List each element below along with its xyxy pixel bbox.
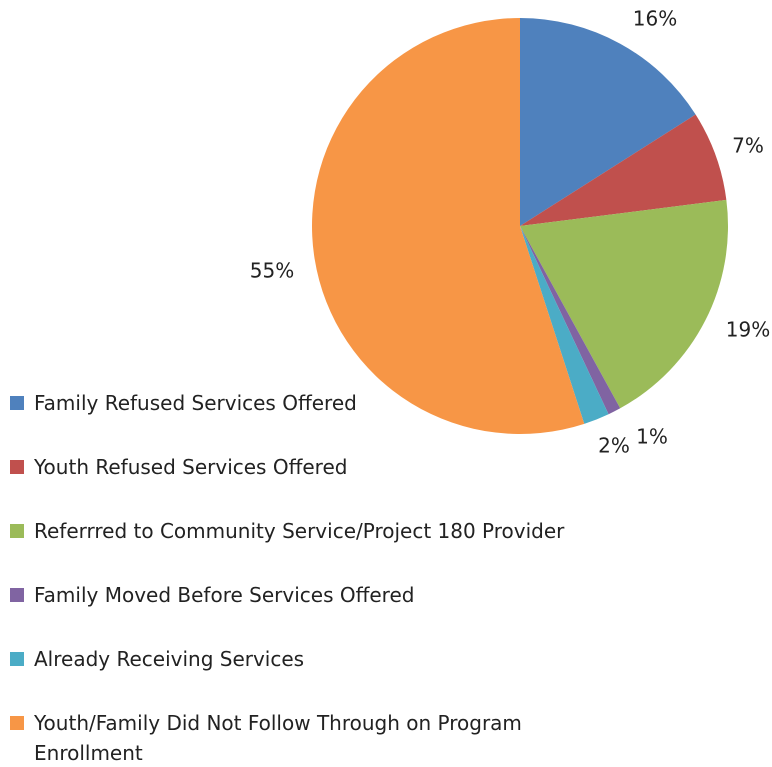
legend-swatch (10, 396, 24, 410)
legend-item: Youth/Family Did Not Follow Through on P… (10, 708, 590, 767)
legend-label: Youth Refused Services Offered (34, 455, 348, 479)
data-label: 16% (633, 7, 677, 31)
legend-item: Family Moved Before Services Offered (10, 580, 590, 610)
pie-slice (312, 18, 585, 434)
data-label: 55% (250, 259, 294, 283)
pie-slice (520, 18, 696, 226)
legend-item: Family Refused Services Offered (10, 388, 590, 418)
legend-label: Youth/Family Did Not Follow Through on P… (34, 711, 522, 765)
pie-slice (520, 226, 621, 415)
data-label: 19% (726, 318, 770, 342)
legend-label: Family Refused Services Offered (34, 391, 357, 415)
legend-item: Already Receiving Services (10, 644, 590, 674)
data-label: 7% (732, 134, 764, 158)
pie-slice (520, 226, 609, 424)
legend-item: Youth Refused Services Offered (10, 452, 590, 482)
legend-label: Family Moved Before Services Offered (34, 583, 415, 607)
legend-swatch (10, 716, 24, 730)
legend-swatch (10, 460, 24, 474)
data-label: 1% (636, 425, 668, 449)
legend-label: Referrred to Community Service/Project 1… (34, 519, 565, 543)
legend-swatch (10, 588, 24, 602)
legend-item: Referrred to Community Service/Project 1… (10, 516, 590, 546)
legend: Family Refused Services Offered Youth Ref… (10, 388, 590, 767)
legend-swatch (10, 652, 24, 666)
pie-slice (520, 114, 727, 226)
data-label: 2% (598, 434, 630, 458)
legend-swatch (10, 524, 24, 538)
pie-slice (520, 199, 728, 409)
legend-label: Already Receiving Services (34, 647, 305, 671)
